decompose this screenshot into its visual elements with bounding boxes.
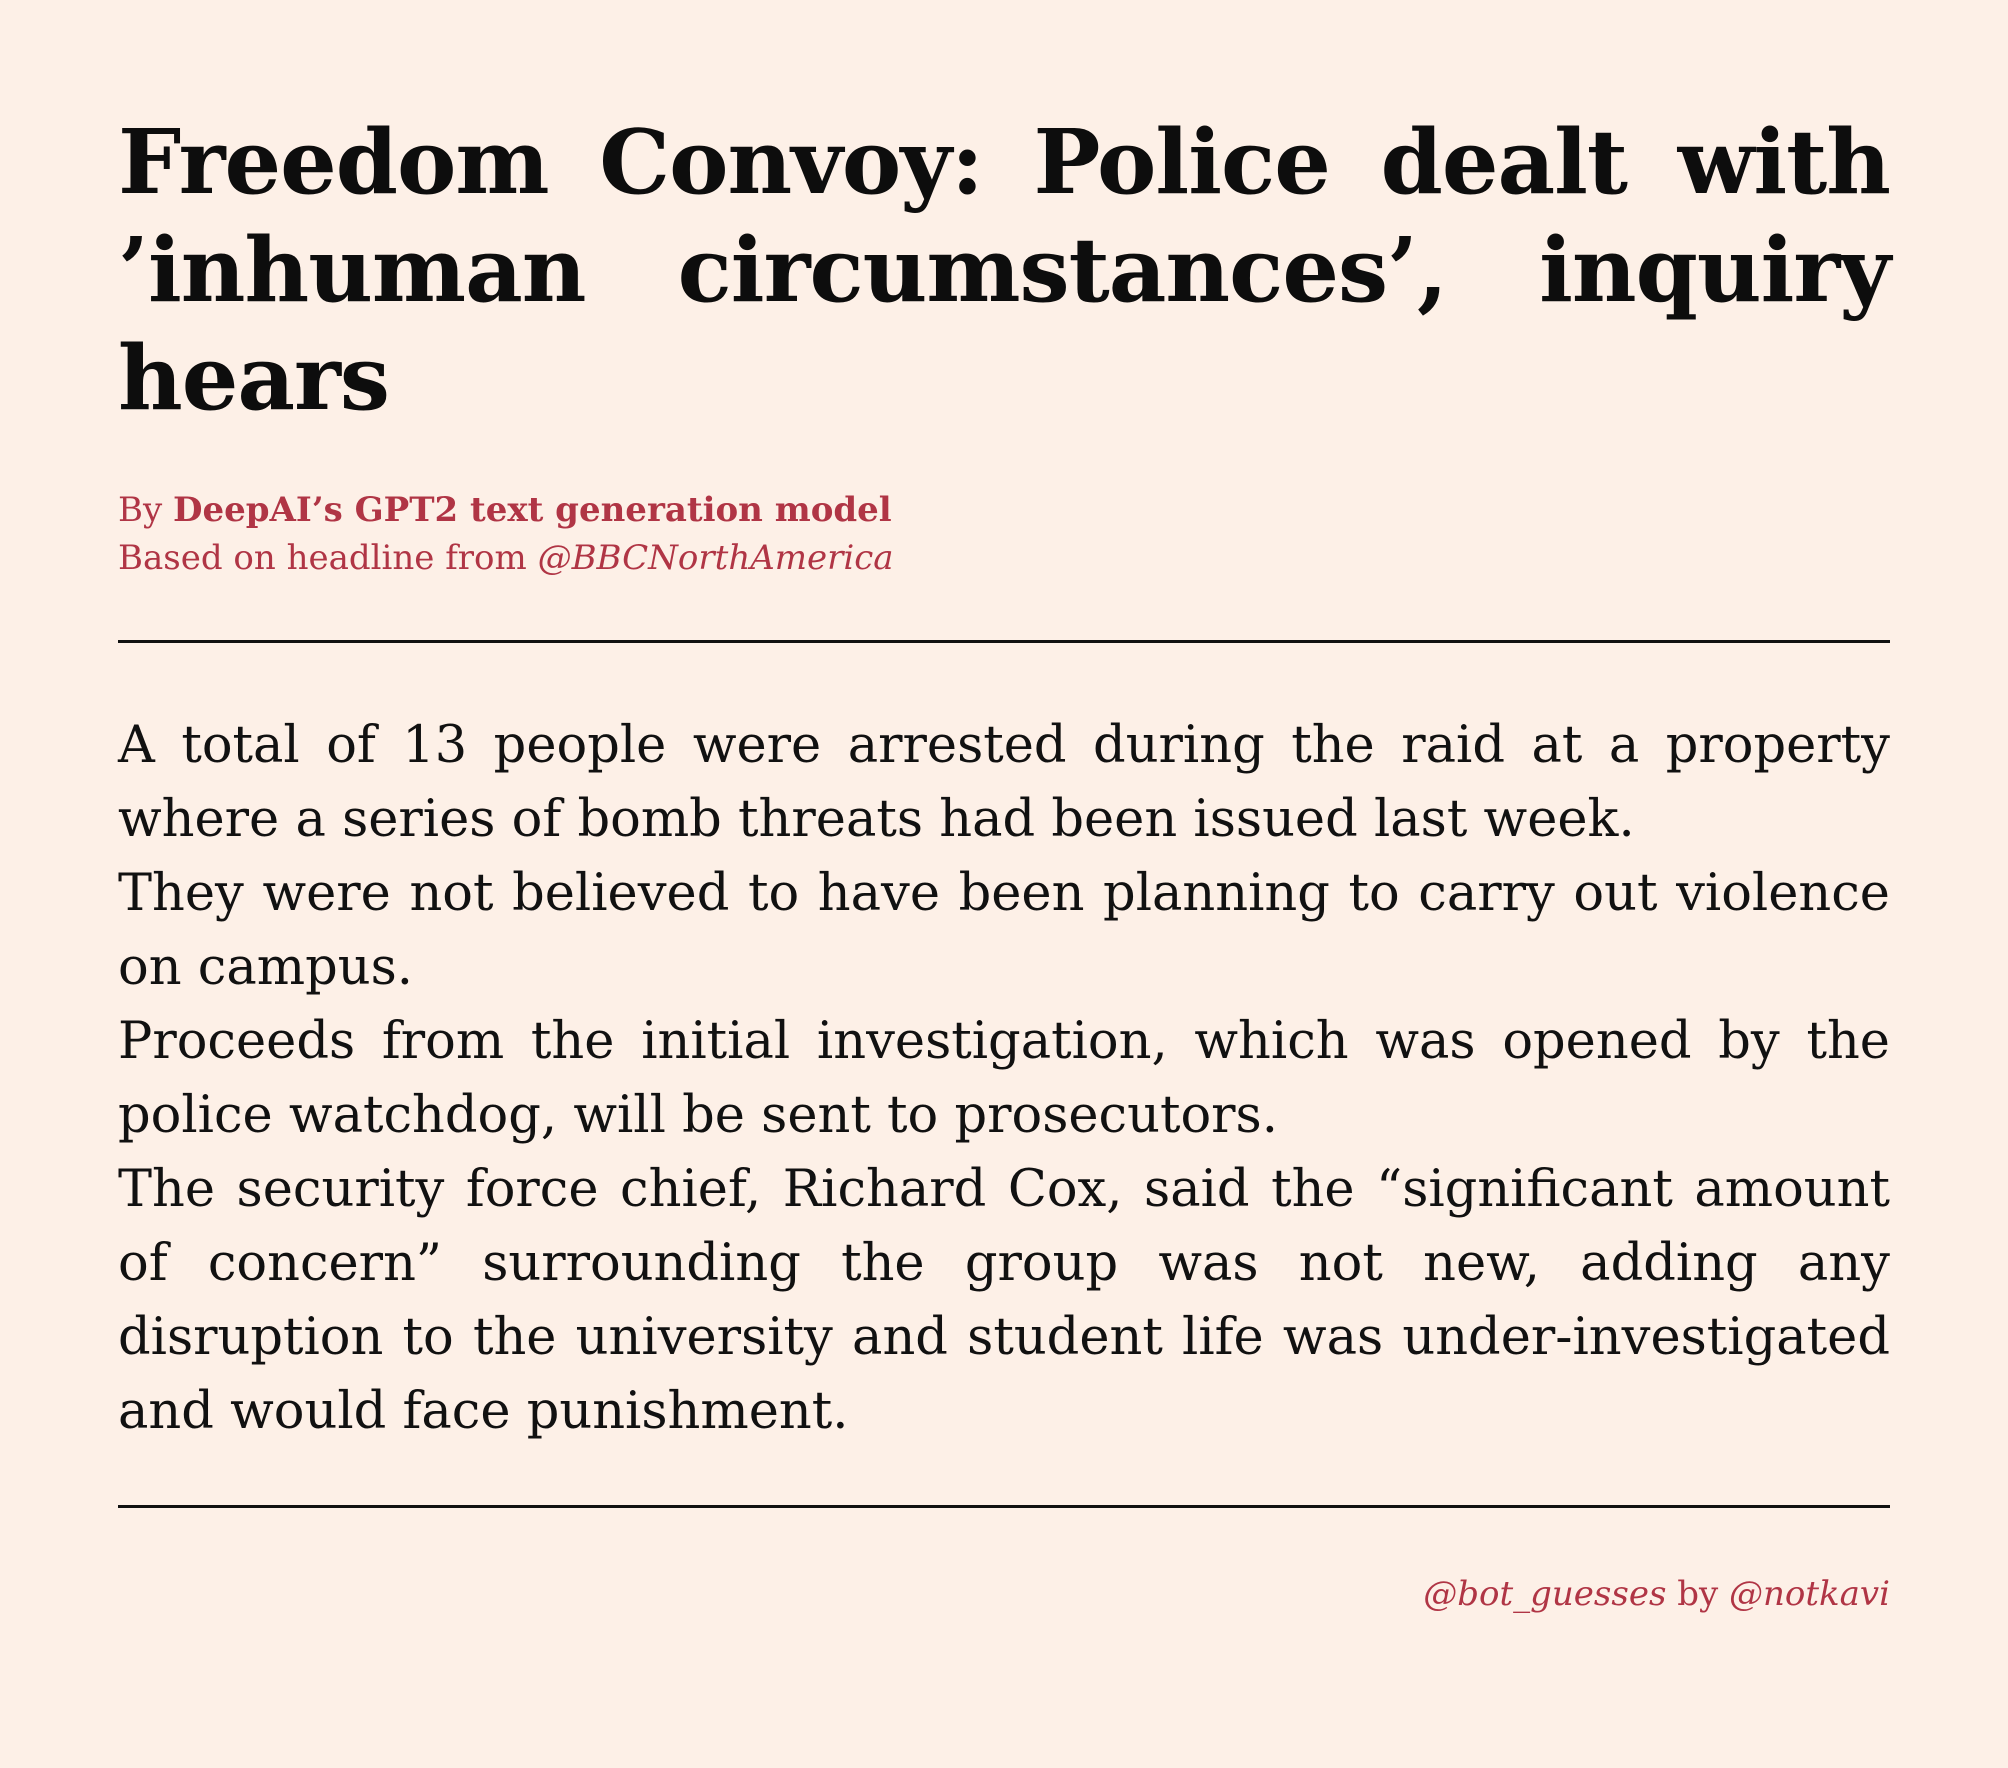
footer-by-text: by — [1666, 1574, 1729, 1614]
bot-handle[interactable]: @bot_guesses — [1423, 1574, 1667, 1614]
top-divider — [118, 640, 1890, 643]
byline-source-line: Based on headline from @BBCNorthAmerica — [118, 534, 1890, 582]
footer-credit: @bot_guesses by @notkavi — [118, 1572, 1890, 1616]
paragraph: Proceeds from the initial investigation,… — [118, 1012, 1890, 1145]
headline: Freedom Convoy: Police dealt with ’inhum… — [118, 109, 1891, 430]
byline: By DeepAI’s GPT2 text generation model B… — [118, 486, 1890, 582]
article-body: A total of 13 people were arrested durin… — [118, 709, 1890, 1449]
byline-prefix: By — [118, 490, 174, 530]
byline-author-line: By DeepAI’s GPT2 text generation model — [118, 486, 1890, 534]
author-handle[interactable]: @notkavi — [1729, 1574, 1890, 1614]
byline-author: DeepAI’s GPT2 text generation model — [173, 490, 892, 530]
paragraph: The security force chief, Richard Cox, s… — [118, 1160, 1890, 1441]
source-prefix: Based on headline from — [118, 538, 538, 578]
paragraph: A total of 13 people were arrested durin… — [118, 716, 1890, 849]
source-handle[interactable]: @BBCNorthAmerica — [537, 538, 894, 578]
paragraph: They were not believed to have been plan… — [118, 864, 1890, 997]
bottom-divider — [118, 1505, 1890, 1508]
